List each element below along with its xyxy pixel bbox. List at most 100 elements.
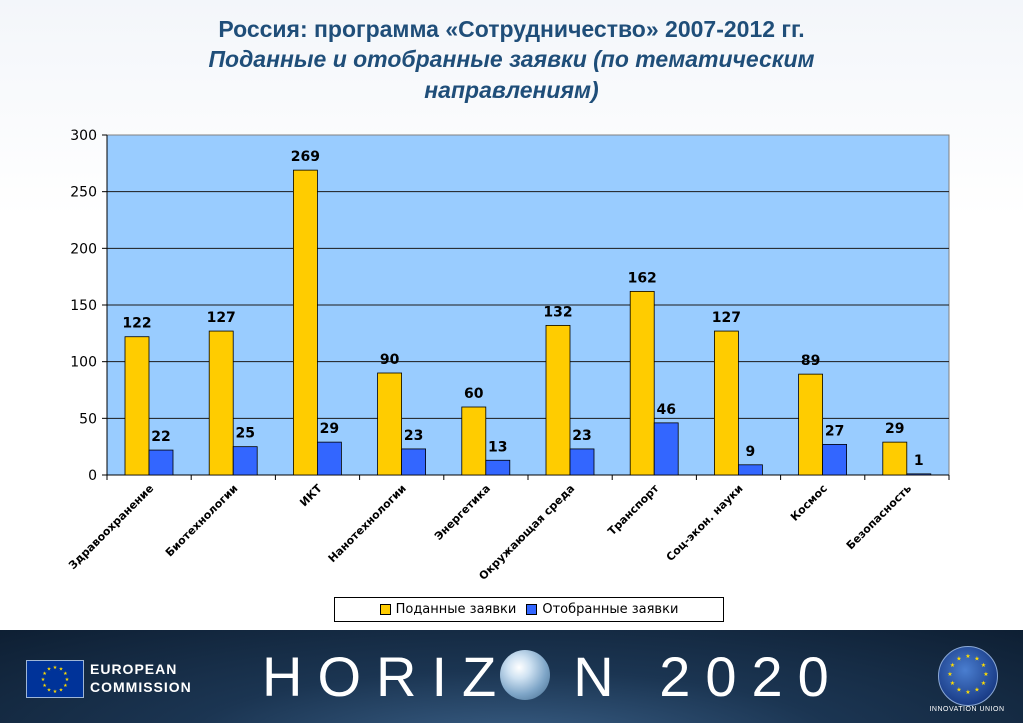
x-tick-label: ИКТ [297, 482, 325, 510]
y-tick-label: 250 [70, 185, 97, 201]
bar-selected [232, 446, 258, 476]
legend-item-selected: Отобранные заявки [526, 602, 678, 617]
bar-submitted [208, 330, 234, 476]
svg-text:★: ★ [950, 680, 955, 687]
y-tick-label: 100 [70, 355, 97, 371]
data-label: 89 [801, 353, 820, 369]
data-label: 29 [320, 421, 339, 437]
data-label: 60 [464, 386, 484, 402]
legend-item-submitted: Поданные заявки [379, 602, 517, 617]
bar-selected [316, 441, 342, 476]
svg-text:★: ★ [42, 671, 47, 677]
svg-text:★: ★ [59, 667, 64, 673]
data-label: 22 [151, 429, 170, 445]
y-tick-label: 200 [70, 241, 97, 257]
svg-text:★: ★ [956, 687, 961, 694]
y-tick-label: 0 [88, 468, 97, 484]
legend-swatch-submitted [379, 604, 391, 615]
bar-selected [822, 443, 847, 476]
data-label: 127 [207, 310, 236, 326]
svg-text:★: ★ [981, 680, 986, 687]
innovation-union-text: INNOVATION UNION [929, 706, 1005, 713]
bar-submitted [714, 330, 739, 476]
x-tick-label: Нанотехнологии [326, 482, 409, 565]
svg-text:★: ★ [47, 687, 52, 693]
european-commission-logo-text: EUROPEAN COMMISSION [90, 660, 192, 696]
svg-text:★: ★ [965, 653, 970, 660]
data-label: 127 [712, 310, 741, 326]
bar-submitted [798, 373, 823, 476]
svg-text:★: ★ [981, 662, 986, 669]
svg-text:★: ★ [63, 683, 68, 689]
chart-legend: Поданные заявки Отобранные заявки [334, 597, 724, 622]
data-label: 122 [122, 316, 151, 332]
page-subtitle-line2: направлениям) [424, 77, 599, 103]
eu-flag-icon: ★ ★ ★ ★ ★ ★ ★ ★ ★ ★ ★ ★ [26, 660, 84, 698]
bar-submitted [545, 324, 571, 476]
x-tick-label: Космос [788, 482, 830, 524]
bar-selected [906, 473, 932, 476]
svg-text:★: ★ [53, 665, 58, 671]
data-label: 90 [380, 352, 400, 368]
bar-chart: 05010015020025030012222Здравоохранение12… [66, 128, 950, 583]
x-tick-label: Биотехнологии [163, 482, 240, 559]
bar-selected [569, 448, 595, 476]
svg-text:★: ★ [965, 689, 970, 696]
page-title: Россия: программа «Сотрудничество» 2007-… [218, 16, 805, 42]
x-tick-label: Соц-экон. науки [664, 482, 746, 564]
svg-text:★: ★ [974, 687, 979, 694]
globe-icon [500, 650, 550, 700]
legend-label-submitted: Поданные заявки [395, 602, 517, 617]
svg-text:★: ★ [956, 656, 961, 663]
ec-line1: EUROPEAN [90, 661, 178, 677]
svg-text:★: ★ [63, 671, 68, 677]
y-tick-label: 300 [70, 128, 97, 144]
data-label: 23 [572, 428, 591, 444]
data-label: 29 [885, 421, 904, 437]
x-tick-label: Безопасность [844, 482, 914, 552]
data-label: 9 [746, 444, 756, 460]
bar-selected [738, 464, 763, 476]
svg-text:★: ★ [42, 683, 47, 689]
bar-selected [148, 449, 174, 476]
svg-text:★: ★ [53, 689, 58, 695]
x-tick-label: Окружающая среда [476, 482, 577, 583]
data-label: 27 [825, 423, 844, 439]
bar-submitted [377, 372, 403, 476]
legend-swatch-selected [526, 604, 538, 615]
horizon-2020-logo: HORIZ N 2020 [262, 644, 872, 710]
legend-label-selected: Отобранные заявки [542, 602, 679, 617]
y-tick-label: 50 [79, 411, 97, 427]
bar-submitted [292, 169, 318, 476]
svg-text:★: ★ [65, 677, 70, 683]
data-label: 23 [404, 428, 423, 444]
y-tick-label: 150 [70, 298, 97, 314]
x-tick-label: Энергетика [432, 482, 493, 543]
svg-text:★: ★ [59, 687, 64, 693]
x-tick-label: Транспорт [605, 481, 662, 538]
page-subtitle-line1: Поданные и отобранные заявки (по тематич… [208, 46, 815, 72]
bar-submitted [882, 441, 908, 476]
bar-selected [485, 459, 511, 476]
data-label: 46 [656, 402, 675, 418]
data-label: 25 [235, 426, 254, 442]
svg-text:★: ★ [947, 671, 952, 678]
svg-text:★: ★ [41, 677, 46, 683]
data-label: 1 [914, 453, 924, 469]
svg-text:★: ★ [974, 656, 979, 663]
svg-text:★: ★ [47, 667, 52, 673]
footer-banner: ★ ★ ★ ★ ★ ★ ★ ★ ★ ★ ★ ★ EUROPEAN COMMISSION HORI… [0, 630, 1023, 723]
data-label: 269 [291, 149, 320, 165]
bar-selected [653, 422, 679, 476]
x-tick-label: Здравоохранение [66, 482, 156, 572]
data-label: 162 [628, 270, 657, 286]
innovation-union-badge-icon: ★ ★ ★ ★ ★ ★ ★ ★ ★ ★ ★ ★ [938, 646, 998, 706]
svg-text:★: ★ [950, 662, 955, 669]
bar-submitted [461, 406, 487, 476]
svg-text:★: ★ [983, 671, 988, 678]
horizon-right-text: N 2020 [573, 645, 844, 708]
horizon-left-text: HORIZ [262, 645, 512, 708]
bar-submitted [629, 290, 655, 476]
bar-selected [401, 448, 427, 476]
data-label: 13 [488, 439, 507, 455]
